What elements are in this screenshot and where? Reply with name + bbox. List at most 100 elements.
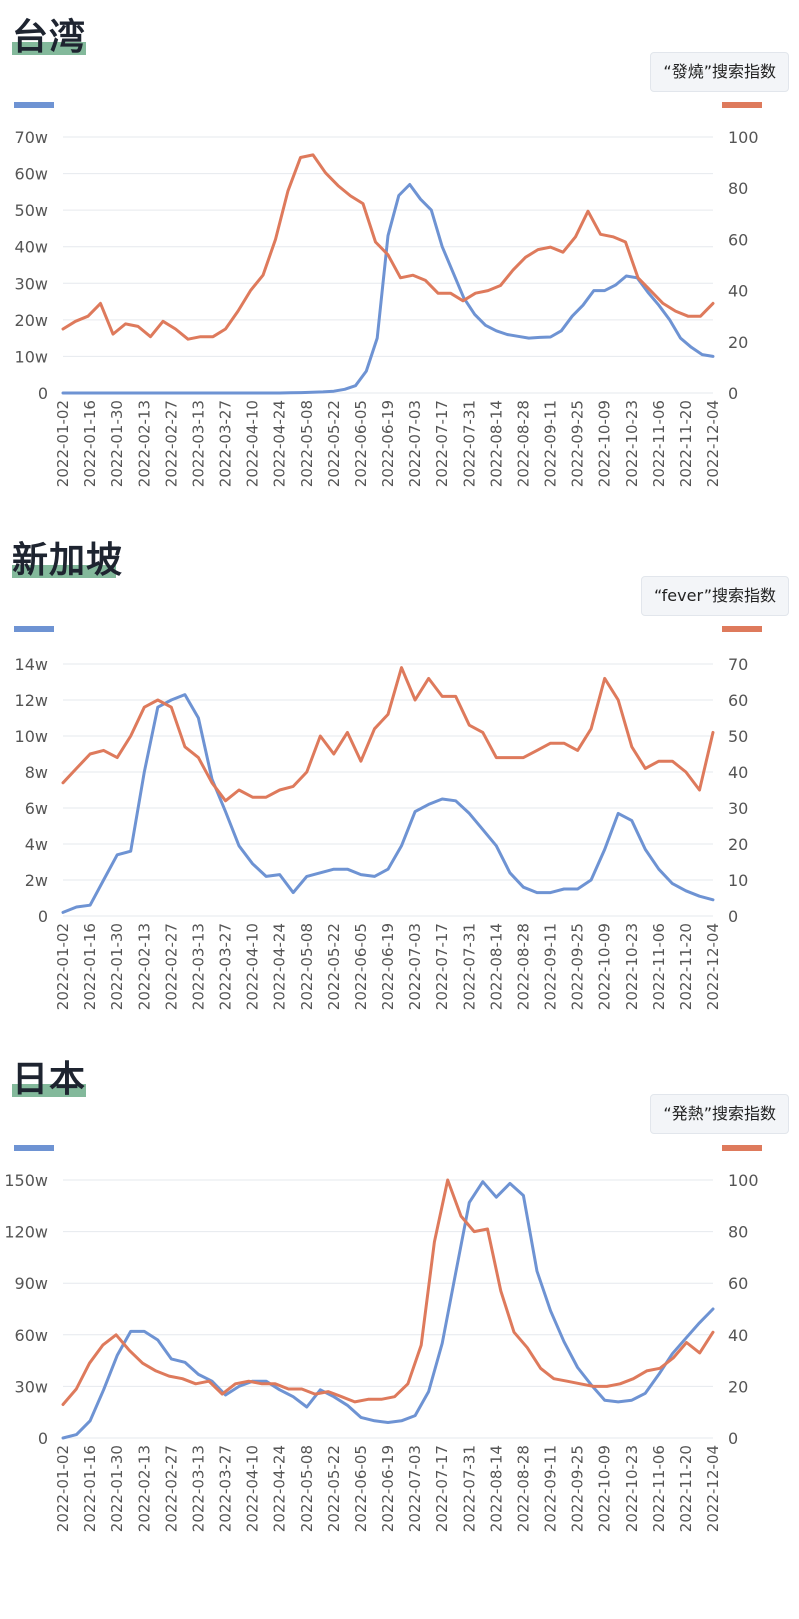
right-axis-tick-label: 40 xyxy=(728,1326,748,1345)
x-axis-date-label: 2022-01-02 xyxy=(54,1445,72,1532)
chart-panel-singapore: 新加坡 “fever”搜索指数 0 2w 4w 6w 8w 10w 12w 14w 0 10 20 3… xyxy=(12,541,789,1010)
x-axis-date-label: 2022-11-20 xyxy=(677,923,695,1010)
x-axis-date-label: 2022-01-30 xyxy=(108,400,126,487)
left-axis-tick-label: 120w xyxy=(4,1223,48,1242)
panel-title: 台湾 xyxy=(12,17,87,58)
right-axis-tick-label: 20 xyxy=(728,835,748,854)
left-axis-tick-label: 12w xyxy=(15,691,48,710)
left-axis-tick-label: 70w xyxy=(15,128,48,147)
x-axis-date-label: 2022-07-03 xyxy=(406,400,424,487)
x-axis-date-label: 2022-01-30 xyxy=(108,923,126,1010)
x-axis-date-label: 2022-01-02 xyxy=(54,400,72,487)
x-axis-date-label: 2022-09-11 xyxy=(542,923,560,1010)
x-axis-date-label: 2022-06-05 xyxy=(352,400,370,487)
x-axis-date-label: 2022-07-31 xyxy=(460,400,478,487)
x-axis-date-label: 2022-04-24 xyxy=(271,400,289,487)
left-axis-tick-label: 4w xyxy=(25,835,48,854)
search-index-tag: “fever”搜索指数 xyxy=(640,576,789,616)
left-axis-tick-label: 10w xyxy=(15,347,48,366)
right-axis-tick-label: 70 xyxy=(728,655,748,674)
right-axis-tick-label: 0 xyxy=(728,384,738,403)
line-chart-singapore: 0 2w 4w 6w 8w 10w 12w 14w 0 10 20 30 40 50 60 70 2022-01… xyxy=(15,655,749,1010)
x-axis-date-label: 2022-07-31 xyxy=(460,923,478,1010)
x-axis-date-label: 2022-10-23 xyxy=(623,400,641,487)
left-axis-tick-label: 60w xyxy=(15,1326,48,1345)
right-axis-tick-label: 60 xyxy=(728,691,748,710)
series-line-right-axis xyxy=(61,153,715,341)
x-axis-date-label: 2022-11-20 xyxy=(677,400,695,487)
right-axis-tick-label: 40 xyxy=(728,282,748,301)
right-axis-tick-label: 40 xyxy=(728,763,748,782)
x-axis-date-label: 2022-04-10 xyxy=(244,400,262,487)
line-chart-taiwan: 0 10w 20w 30w 40w 50w 60w 70w 0 20 40 60 80 100 2022-0… xyxy=(15,128,759,487)
right-series-swatch xyxy=(722,1145,762,1151)
right-axis-tick-label: 80 xyxy=(728,1223,748,1242)
x-axis-date-label: 2022-04-24 xyxy=(271,1445,289,1532)
right-series-swatch xyxy=(722,102,762,108)
x-axis-date-label: 2022-05-08 xyxy=(298,923,316,1010)
x-axis-date-label: 2022-06-19 xyxy=(379,400,397,487)
left-axis-tick-label: 60w xyxy=(15,165,48,184)
x-axis-date-label: 2022-06-05 xyxy=(352,1445,370,1532)
left-axis-tick-label: 10w xyxy=(15,727,48,746)
search-index-tag: “発熱”搜索指数 xyxy=(650,1094,789,1134)
title-highlight xyxy=(12,42,86,55)
x-axis-date-label: 2022-10-23 xyxy=(623,1445,641,1532)
x-axis-date-label: 2022-07-03 xyxy=(406,1445,424,1532)
chart-panel-taiwan: 台湾 “發燒”搜索指数 0 10w 20w 30w 40w 50w 60w 70w 0 20 40 6… xyxy=(0,0,799,520)
series-line-left-axis xyxy=(61,183,715,395)
x-axis-date-label: 2022-12-04 xyxy=(704,400,722,487)
x-axis-date-label: 2022-05-08 xyxy=(298,1445,316,1532)
right-axis-tick-label: 60 xyxy=(728,1274,748,1293)
left-axis-tick-label: 8w xyxy=(25,763,48,782)
x-axis-date-label: 2022-07-31 xyxy=(460,1445,478,1532)
x-axis-date-label: 2022-02-13 xyxy=(135,923,153,1010)
x-axis-date-label: 2022-01-16 xyxy=(81,923,99,1010)
x-axis-date-label: 2022-01-16 xyxy=(81,400,99,487)
right-series-swatch xyxy=(722,626,762,632)
x-axis-date-label: 2022-06-19 xyxy=(379,1445,397,1532)
right-axis-tick-label: 0 xyxy=(728,907,738,926)
left-series-swatch xyxy=(14,626,54,632)
x-axis-date-label: 2022-09-11 xyxy=(542,1445,560,1532)
x-axis-date-label: 2022-07-17 xyxy=(433,400,451,487)
left-axis-tick-label: 14w xyxy=(15,655,48,674)
x-axis-date-label: 2022-04-24 xyxy=(271,923,289,1010)
x-axis-date-label: 2022-12-04 xyxy=(704,1445,722,1532)
x-axis-date-label: 2022-03-13 xyxy=(189,1445,207,1532)
x-axis-date-label: 2022-04-10 xyxy=(244,923,262,1010)
panel-title: 新加坡 xyxy=(12,540,124,581)
left-axis-tick-label: 30w xyxy=(15,1377,48,1396)
x-axis-date-label: 2022-08-28 xyxy=(514,1445,532,1532)
x-axis-date-label: 2022-08-14 xyxy=(487,923,505,1010)
x-axis-date-label: 2022-02-27 xyxy=(162,923,180,1010)
right-axis-tick-label: 30 xyxy=(728,799,748,818)
right-axis-tick-label: 60 xyxy=(728,230,748,249)
x-axis-date-label: 2022-12-04 xyxy=(704,923,722,1010)
x-axis-date-label: 2022-01-02 xyxy=(54,923,72,1010)
right-axis-tick-label: 10 xyxy=(728,871,748,890)
left-axis-tick-label: 150w xyxy=(4,1171,48,1190)
series-line-right-axis xyxy=(61,1178,715,1406)
x-axis-date-label: 2022-11-06 xyxy=(650,1445,668,1532)
x-axis-date-label: 2022-03-13 xyxy=(189,400,207,487)
x-axis-date-label: 2022-10-09 xyxy=(596,923,614,1010)
search-index-tag: “發燒”搜索指数 xyxy=(650,52,789,92)
x-axis-date-label: 2022-08-14 xyxy=(487,1445,505,1532)
right-axis-tick-label: 100 xyxy=(728,128,759,147)
x-axis-date-label: 2022-01-16 xyxy=(81,1445,99,1532)
x-axis-date-label: 2022-02-13 xyxy=(135,400,153,487)
panel-title-wrap: 新加坡 xyxy=(12,541,123,581)
left-axis-tick-label: 0 xyxy=(38,907,48,926)
right-axis-tick-label: 50 xyxy=(728,727,748,746)
x-axis-date-label: 2022-05-22 xyxy=(325,923,343,1010)
x-axis-date-label: 2022-06-05 xyxy=(352,923,370,1010)
x-axis-date-label: 2022-07-17 xyxy=(433,923,451,1010)
left-axis-tick-label: 0 xyxy=(38,384,48,403)
left-axis-tick-label: 20w xyxy=(15,311,48,330)
left-axis-tick-label: 6w xyxy=(25,799,48,818)
x-axis-date-label: 2022-07-03 xyxy=(406,923,424,1010)
x-axis-date-label: 2022-03-27 xyxy=(217,400,235,487)
